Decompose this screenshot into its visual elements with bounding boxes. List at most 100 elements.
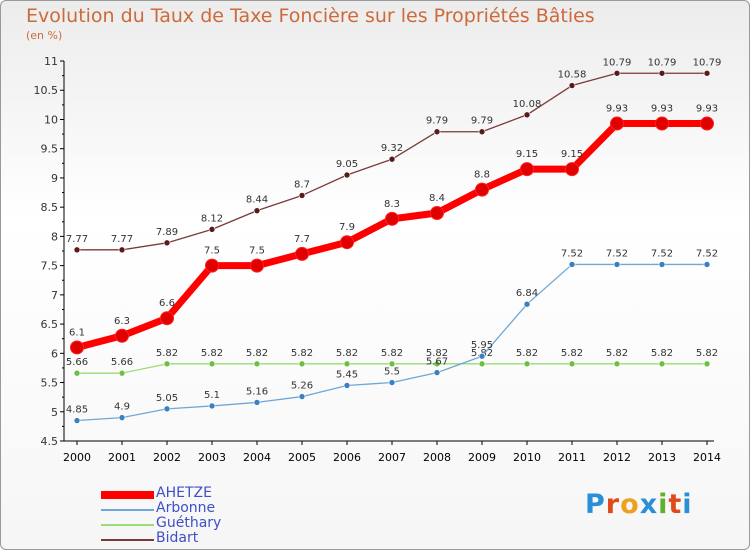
data-point-arbonne: [523, 300, 531, 308]
data-point-arbonne: [658, 261, 666, 268]
data-label-guethary: 5.66: [66, 357, 88, 368]
data-point-guethary: [118, 369, 126, 377]
y-tick-label: 5: [51, 406, 58, 419]
x-tick-label: 2011: [558, 451, 586, 464]
x-tick-label: 2002: [153, 451, 181, 464]
data-label-bidart: 9.05: [336, 159, 358, 170]
x-tick-label: 2008: [423, 451, 451, 464]
data-label-arbonne: 5.67: [426, 357, 448, 368]
data-point-ahetze: [565, 162, 579, 177]
logo-letter: t: [668, 489, 683, 520]
data-point-guethary: [433, 360, 441, 368]
data-label-guethary: 5.82: [696, 348, 718, 359]
data-label-bidart: 10.79: [693, 57, 722, 68]
data-point-ahetze: [205, 258, 219, 273]
logo-letter: P: [585, 489, 606, 520]
data-point-arbonne: [298, 393, 306, 400]
data-label-bidart: 8.7: [294, 179, 310, 190]
data-label-arbonne: 5.05: [156, 393, 178, 404]
data-label-guethary: 5.82: [156, 348, 178, 359]
data-point-arbonne: [613, 261, 621, 268]
y-tick-label: 6.5: [41, 318, 59, 331]
data-point-guethary: [478, 360, 486, 368]
data-point-bidart: [73, 246, 81, 254]
data-label-arbonne: 7.52: [651, 248, 673, 259]
data-point-arbonne: [163, 405, 171, 413]
data-point-arbonne: [118, 414, 126, 421]
data-label-guethary: 5.82: [246, 348, 268, 359]
x-tick-label: 2009: [468, 451, 496, 464]
data-point-arbonne: [703, 261, 711, 268]
data-point-bidart: [433, 128, 441, 136]
y-tick-label: 8: [51, 230, 58, 243]
data-point-bidart: [298, 192, 306, 199]
data-label-arbonne: 5.26: [291, 381, 313, 392]
data-point-ahetze: [250, 258, 264, 273]
data-label-guethary: 5.82: [291, 348, 313, 359]
data-point-guethary: [343, 360, 351, 368]
data-point-bidart: [208, 226, 216, 233]
data-label-arbonne: 7.52: [561, 248, 583, 259]
data-label-bidart: 10.58: [558, 70, 587, 81]
data-point-arbonne: [478, 352, 486, 360]
y-tick-label: 10.5: [34, 84, 59, 97]
data-label-ahetze: 9.93: [606, 104, 628, 115]
data-label-arbonne: 4.85: [66, 405, 88, 416]
data-point-bidart: [118, 246, 126, 254]
data-point-bidart: [478, 128, 486, 136]
data-point-ahetze: [115, 328, 129, 343]
legend-swatch-arbonne: [101, 509, 154, 511]
proxiti-logo: Proxiti: [585, 489, 693, 520]
data-point-arbonne: [433, 369, 441, 376]
legend-label-bidart: Bidart: [156, 530, 199, 546]
x-tick-label: 2013: [648, 451, 676, 464]
data-label-guethary: 5.82: [561, 348, 583, 359]
data-point-arbonne: [208, 402, 216, 410]
x-tick-label: 2005: [288, 451, 316, 464]
x-tick-label: 2012: [603, 451, 631, 464]
data-label-guethary: 5.82: [426, 348, 448, 359]
data-label-bidart: 7.77: [111, 234, 133, 245]
y-tick-label: 6: [51, 347, 58, 360]
logo-letter: x: [639, 489, 659, 520]
data-label-ahetze: 6.3: [114, 316, 130, 327]
data-label-arbonne: 4.9: [114, 402, 130, 413]
data-label-bidart: 9.79: [426, 116, 448, 127]
logo-letter: o: [620, 489, 640, 520]
x-tick-label: 2004: [243, 451, 271, 464]
chart-title: Evolution du Taux de Taxe Foncière sur l…: [26, 5, 595, 27]
y-tick-label: 9.5: [41, 143, 59, 156]
data-label-bidart: 8.12: [201, 213, 223, 224]
logo-letter: i: [682, 489, 693, 520]
data-label-ahetze: 9.93: [651, 104, 673, 115]
data-label-ahetze: 8.3: [384, 199, 400, 210]
data-point-guethary: [163, 360, 171, 368]
data-label-guethary: 5.82: [516, 348, 538, 359]
data-point-bidart: [163, 239, 171, 247]
data-point-arbonne: [568, 261, 576, 268]
data-label-guethary: 5.82: [336, 348, 358, 359]
data-label-ahetze: 9.93: [696, 104, 718, 115]
data-label-ahetze: 7.7: [294, 234, 310, 245]
data-label-ahetze: 9.15: [516, 149, 538, 160]
data-point-ahetze: [610, 116, 624, 131]
data-label-ahetze: 7.5: [204, 246, 220, 257]
data-point-ahetze: [430, 206, 444, 220]
logo-letter: i: [658, 489, 669, 520]
data-label-bidart: 7.77: [66, 234, 88, 245]
data-point-arbonne: [73, 417, 81, 424]
legend-label-arbonne: Arbonne: [156, 500, 216, 516]
x-tick-label: 2001: [108, 451, 136, 464]
data-label-ahetze: 7.9: [339, 222, 355, 233]
data-label-arbonne: 5.1: [204, 390, 220, 401]
data-label-guethary: 5.66: [111, 357, 133, 368]
data-point-ahetze: [520, 162, 534, 177]
data-point-guethary: [703, 360, 711, 368]
legend-swatch-ahetze: [101, 491, 154, 499]
y-tick-label: 11: [44, 55, 58, 68]
data-label-bidart: 10.79: [603, 57, 632, 68]
data-label-ahetze: 8.8: [474, 170, 490, 181]
data-label-ahetze: 7.5: [249, 246, 265, 257]
data-label-arbonne: 6.84: [516, 288, 538, 299]
